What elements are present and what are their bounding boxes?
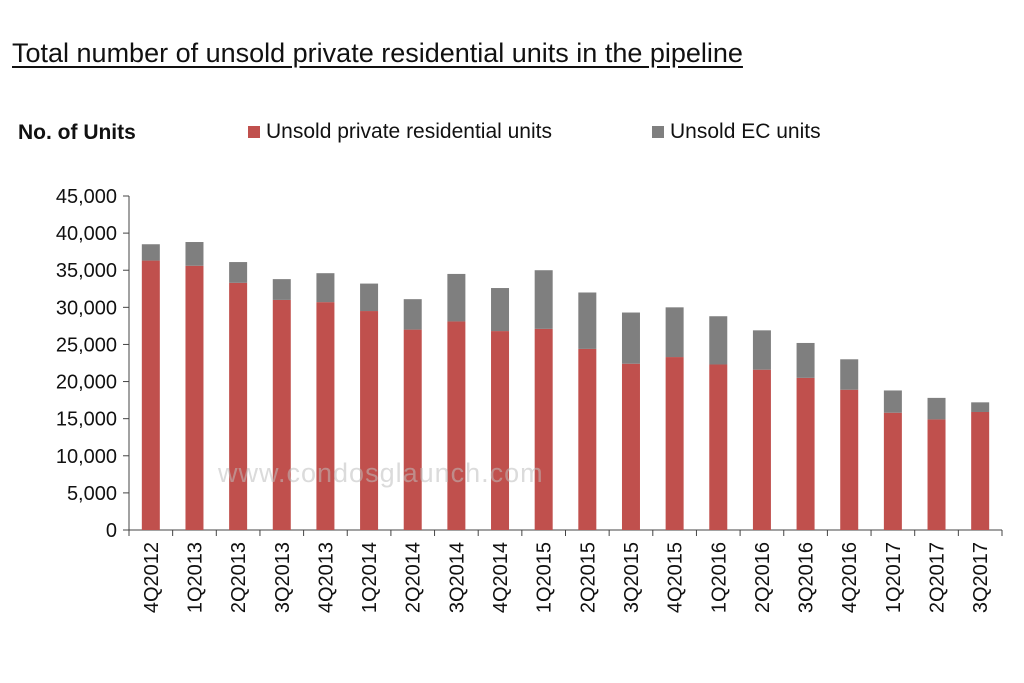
legend-item-private: Unsold private residential units (248, 120, 552, 144)
x-tick-label: 1Q2016 (708, 542, 730, 613)
y-tick-label: 25,000 (56, 334, 117, 356)
bar-ec-1Q2015 (534, 270, 553, 329)
x-tick-label: 4Q2014 (490, 542, 512, 613)
bar-private-3Q2017 (971, 411, 990, 530)
bar-private-1Q2015 (534, 328, 553, 530)
bar-ec-2Q2016 (752, 330, 771, 370)
bar-private-2Q2014 (403, 329, 422, 530)
bar-ec-4Q2013 (316, 273, 335, 303)
bar-private-2Q2016 (752, 369, 771, 530)
bar-ec-4Q2016 (840, 359, 859, 390)
bar-ec-2Q2013 (229, 262, 248, 283)
bar-ec-3Q2013 (272, 279, 291, 300)
bar-private-4Q2012 (141, 260, 160, 530)
x-tick-label: 4Q2015 (665, 542, 687, 613)
x-tick-label: 3Q2016 (796, 542, 818, 613)
legend-label-private: Unsold private residential units (266, 120, 552, 143)
bar-ec-4Q2014 (491, 288, 510, 332)
x-tick-label: 1Q2017 (883, 542, 905, 613)
bar-ec-4Q2015 (665, 307, 684, 358)
y-tick-label: 30,000 (56, 297, 117, 319)
x-tick-label: 4Q2016 (839, 542, 861, 613)
y-tick-label: 20,000 (56, 372, 117, 394)
bar-private-1Q2017 (883, 412, 902, 530)
bar-ec-1Q2016 (709, 316, 728, 365)
bar-private-2Q2015 (578, 348, 597, 530)
x-tick-label: 2Q2014 (403, 542, 425, 613)
x-tick-label: 4Q2012 (141, 542, 163, 613)
y-tick-label: 5,000 (67, 483, 117, 505)
bar-private-3Q2013 (272, 299, 291, 530)
legend-item-ec: Unsold EC units (652, 120, 821, 144)
x-tick-label: 4Q2013 (315, 542, 337, 613)
x-tick-label: 2Q2017 (927, 542, 949, 613)
y-tick-label: 35,000 (56, 260, 117, 282)
x-tick-label: 3Q2014 (446, 542, 468, 613)
bar-private-4Q2016 (840, 389, 859, 530)
x-tick-label: 3Q2013 (272, 542, 294, 613)
x-tick-label: 1Q2014 (359, 542, 381, 613)
x-tick-label: 1Q2015 (534, 542, 556, 613)
x-tick-label: 2Q2016 (752, 542, 774, 613)
bar-private-4Q2013 (316, 302, 335, 530)
x-tick-label: 3Q2017 (970, 542, 992, 613)
y-tick-label: 45,000 (56, 186, 117, 208)
bar-ec-3Q2016 (796, 342, 815, 378)
bar-ec-3Q2017 (971, 402, 990, 412)
y-tick-label: 15,000 (56, 409, 117, 431)
bar-ec-3Q2014 (447, 273, 466, 322)
bar-ec-1Q2013 (185, 242, 204, 266)
watermark: www.condosglaunch.com (218, 458, 544, 488)
bar-ec-3Q2015 (621, 312, 640, 364)
bar-private-4Q2015 (665, 357, 684, 530)
y-axis-label: No. of Units (18, 121, 136, 144)
y-tick-label: 40,000 (56, 223, 117, 245)
y-tick-label: 0 (106, 520, 117, 542)
bar-private-4Q2014 (491, 331, 510, 530)
bar-private-2Q2013 (229, 282, 248, 530)
y-tick-label: 10,000 (56, 446, 117, 468)
legend-swatch-private (248, 126, 260, 138)
bar-ec-4Q2012 (141, 244, 160, 261)
bar-ec-2Q2014 (403, 299, 422, 330)
legend-swatch-ec (652, 126, 664, 138)
bar-private-3Q2016 (796, 377, 815, 530)
bar-private-2Q2017 (927, 419, 946, 530)
bar-private-3Q2015 (621, 363, 640, 530)
bar-private-1Q2016 (709, 364, 728, 530)
bar-private-1Q2014 (360, 311, 379, 530)
x-tick-label: 3Q2015 (621, 542, 643, 613)
legend-label-ec: Unsold EC units (670, 120, 821, 143)
bar-ec-1Q2017 (883, 390, 902, 413)
bar-ec-2Q2015 (578, 292, 597, 349)
bar-ec-2Q2017 (927, 397, 946, 420)
bar-ec-1Q2014 (360, 283, 379, 312)
bar-private-3Q2014 (447, 321, 466, 530)
x-tick-label: 2Q2013 (228, 542, 250, 613)
chart-title: Total number of unsold private residenti… (12, 38, 743, 68)
x-tick-label: 1Q2013 (184, 542, 206, 613)
x-tick-label: 2Q2015 (577, 542, 599, 613)
bar-private-1Q2013 (185, 265, 204, 530)
